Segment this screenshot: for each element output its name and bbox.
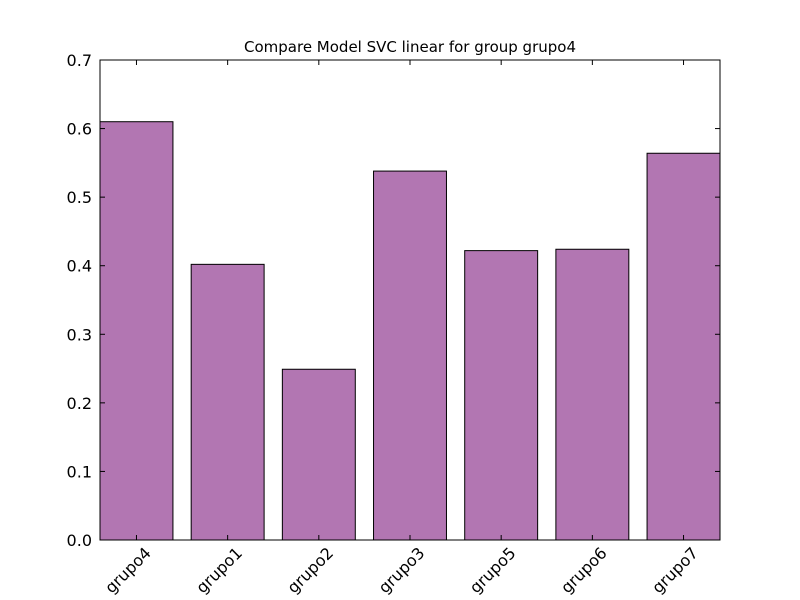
- y-tick-label: 0.5: [67, 188, 92, 207]
- x-tick-label: grupo6: [557, 543, 611, 597]
- x-tick-label: grupo5: [466, 543, 520, 597]
- x-tick-label: grupo4: [101, 543, 155, 597]
- x-tick-label: grupo3: [375, 543, 429, 597]
- bar-grupo7: [646, 152, 721, 541]
- y-tick-label: 0.0: [67, 531, 92, 550]
- bar-grupo5: [464, 250, 539, 541]
- bar-grupo3: [373, 170, 447, 541]
- y-tick-label: 0.3: [67, 325, 92, 344]
- y-tick-label: 0.6: [67, 120, 92, 139]
- y-tick-label: 0.1: [67, 462, 92, 481]
- y-tick-label: 0.2: [67, 394, 92, 413]
- bar-grupo6: [555, 248, 630, 541]
- y-tick-label: 0.7: [67, 51, 92, 70]
- x-tick-label: grupo2: [283, 543, 337, 597]
- bar-grupo2: [281, 368, 356, 541]
- chart-title: Compare Model SVC linear for group grupo…: [244, 38, 576, 56]
- x-tick-label: grupo1: [192, 543, 246, 597]
- y-axis-ticks: 0.0 0.1 0.2 0.3 0.4 0.5 0.6 0.7: [67, 51, 720, 550]
- plot-area-frame: [99, 59, 721, 541]
- y-tick-label: 0.4: [67, 257, 92, 276]
- x-tick-label: grupo7: [648, 543, 702, 597]
- bar-grupo1: [190, 263, 265, 541]
- bar-grupo4: [99, 121, 174, 541]
- bars-group: [99, 121, 721, 541]
